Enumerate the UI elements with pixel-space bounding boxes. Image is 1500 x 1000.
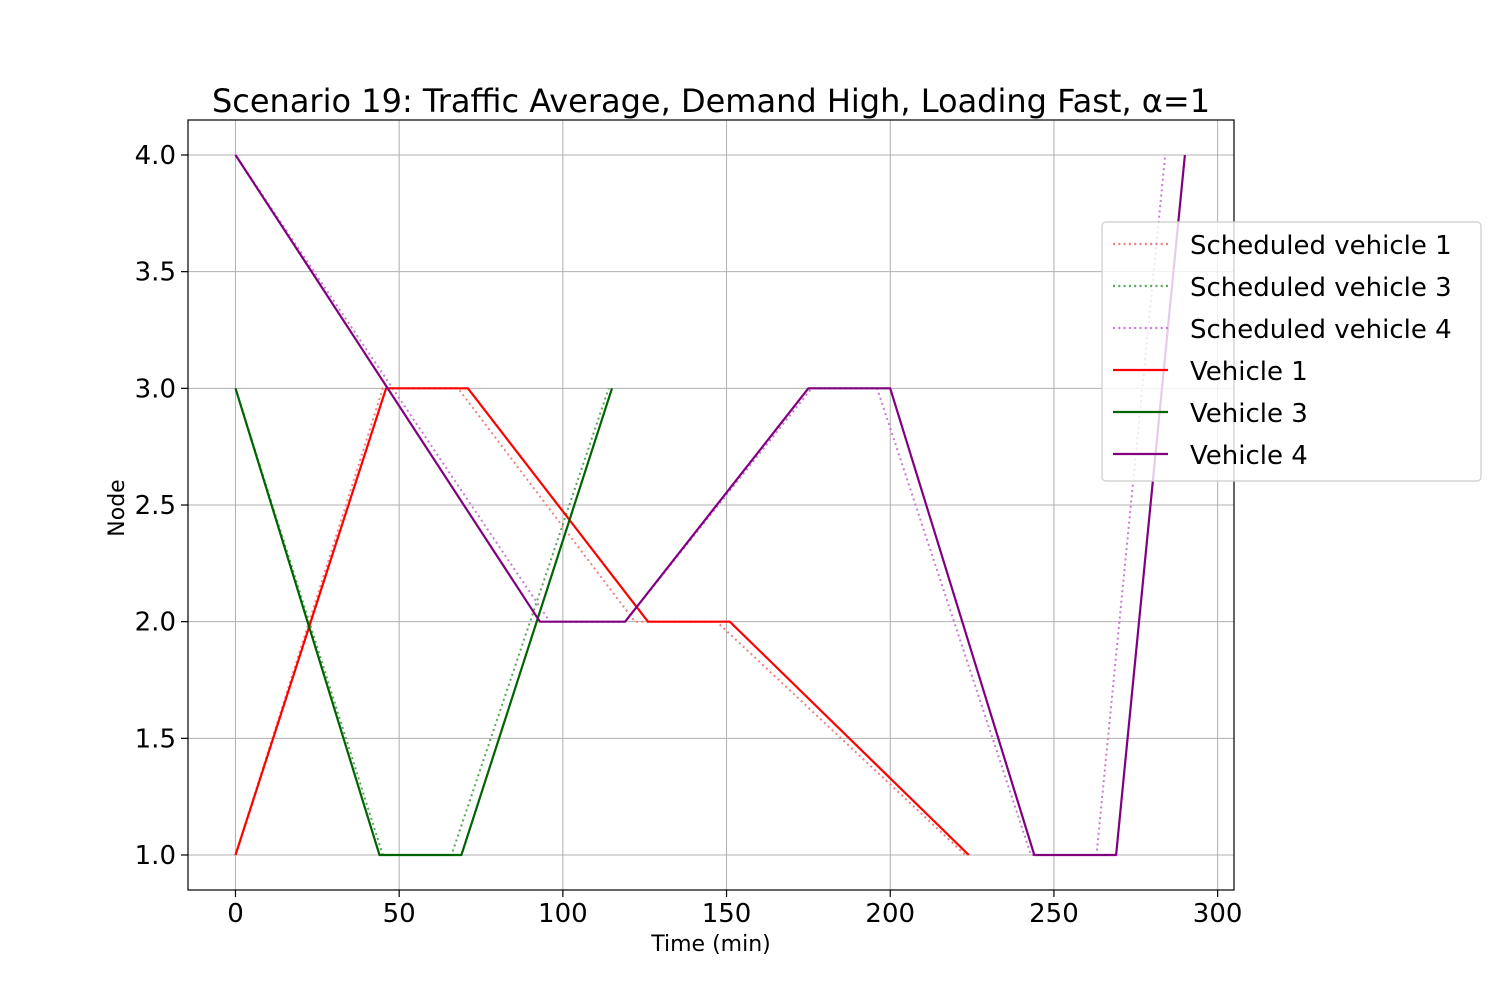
y-tick-label: 1.5: [135, 724, 176, 754]
x-tick-label: 0: [227, 899, 244, 929]
y-axis-label: Node: [105, 479, 130, 536]
legend-label: Scheduled vehicle 3: [1190, 273, 1452, 303]
y-axis-ticks: 1.0 1.5 2.0 2.5 3.0 3.5 4.0: [135, 141, 188, 871]
y-tick-label: 2.5: [135, 491, 176, 521]
x-tick-label: 50: [383, 899, 416, 929]
legend-label: Scheduled vehicle 1: [1190, 231, 1452, 261]
x-tick-label: 300: [1193, 899, 1243, 929]
series-lines: [234, 154, 1186, 857]
legend: Scheduled vehicle 1 Scheduled vehicle 3 Sc…: [1101, 221, 1482, 482]
y-tick-label: 2.0: [135, 608, 176, 638]
x-axis-ticks: 0 50 100 150 200 250 300: [227, 890, 1242, 929]
chart-title: Scenario 19: Traffic Average, Demand Hig…: [212, 82, 1210, 120]
legend-label: Scheduled vehicle 4: [1190, 315, 1452, 345]
y-tick-label: 3.5: [135, 258, 176, 288]
y-tick-label: 1.0: [135, 841, 176, 871]
y-tick-label: 4.0: [135, 141, 176, 171]
legend-box: [1101, 221, 1482, 482]
series-line-vehicle-3: [234, 387, 614, 857]
legend-label: Vehicle 1: [1190, 357, 1308, 387]
x-tick-label: 150: [702, 899, 752, 929]
x-tick-label: 200: [865, 899, 915, 929]
series-line-vehicle-1: [234, 387, 970, 856]
legend-label: Vehicle 4: [1190, 441, 1308, 471]
series-line-scheduled-vehicle-3: [234, 387, 610, 856]
y-tick-label: 3.0: [135, 374, 176, 404]
legend-label: Vehicle 3: [1190, 399, 1308, 429]
series-line-scheduled-vehicle-1: [234, 387, 967, 856]
x-tick-label: 100: [538, 899, 588, 929]
grid-lines: [188, 120, 1234, 890]
legend-entries: Scheduled vehicle 1 Scheduled vehicle 3 Sc…: [1113, 231, 1452, 471]
x-tick-label: 250: [1029, 899, 1079, 929]
x-axis-label: Time (min): [650, 932, 771, 957]
series-line-vehicle-4: [234, 154, 1186, 857]
